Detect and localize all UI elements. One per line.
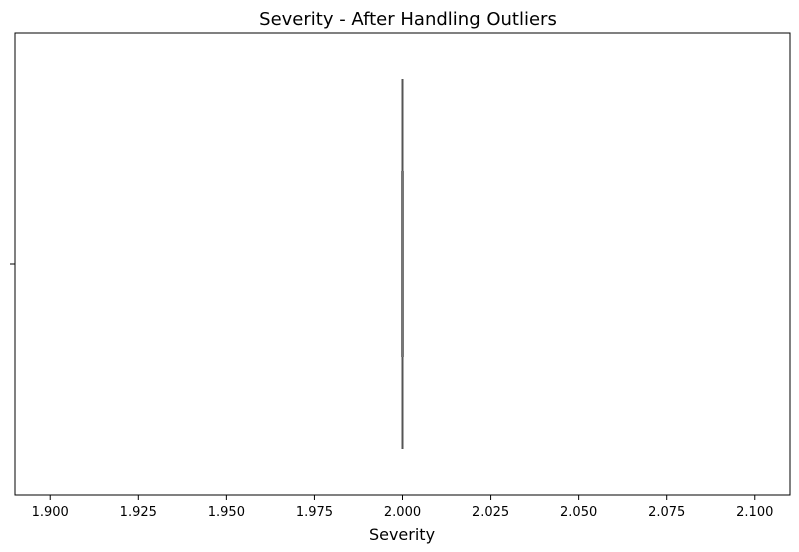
x-tick-label: 2.075 — [648, 505, 685, 520]
x-tick-label: 1.950 — [208, 505, 245, 520]
x-tick-label: 2.025 — [472, 505, 509, 520]
x-tick-label: 1.975 — [296, 505, 333, 520]
x-tick-label: 2.050 — [560, 505, 597, 520]
x-tick-label: 1.925 — [120, 505, 157, 520]
x-tick-label: 2.000 — [384, 505, 421, 520]
x-tick-label: 1.900 — [32, 505, 69, 520]
chart-title: Severity - After Handling Outliers — [259, 9, 557, 30]
x-axis-ticks: 1.900 1.925 1.950 1.975 2.000 2.025 2.050 2.075… — [32, 495, 773, 520]
x-axis-label: Severity — [369, 525, 435, 544]
x-tick-label: 2.100 — [736, 505, 773, 520]
